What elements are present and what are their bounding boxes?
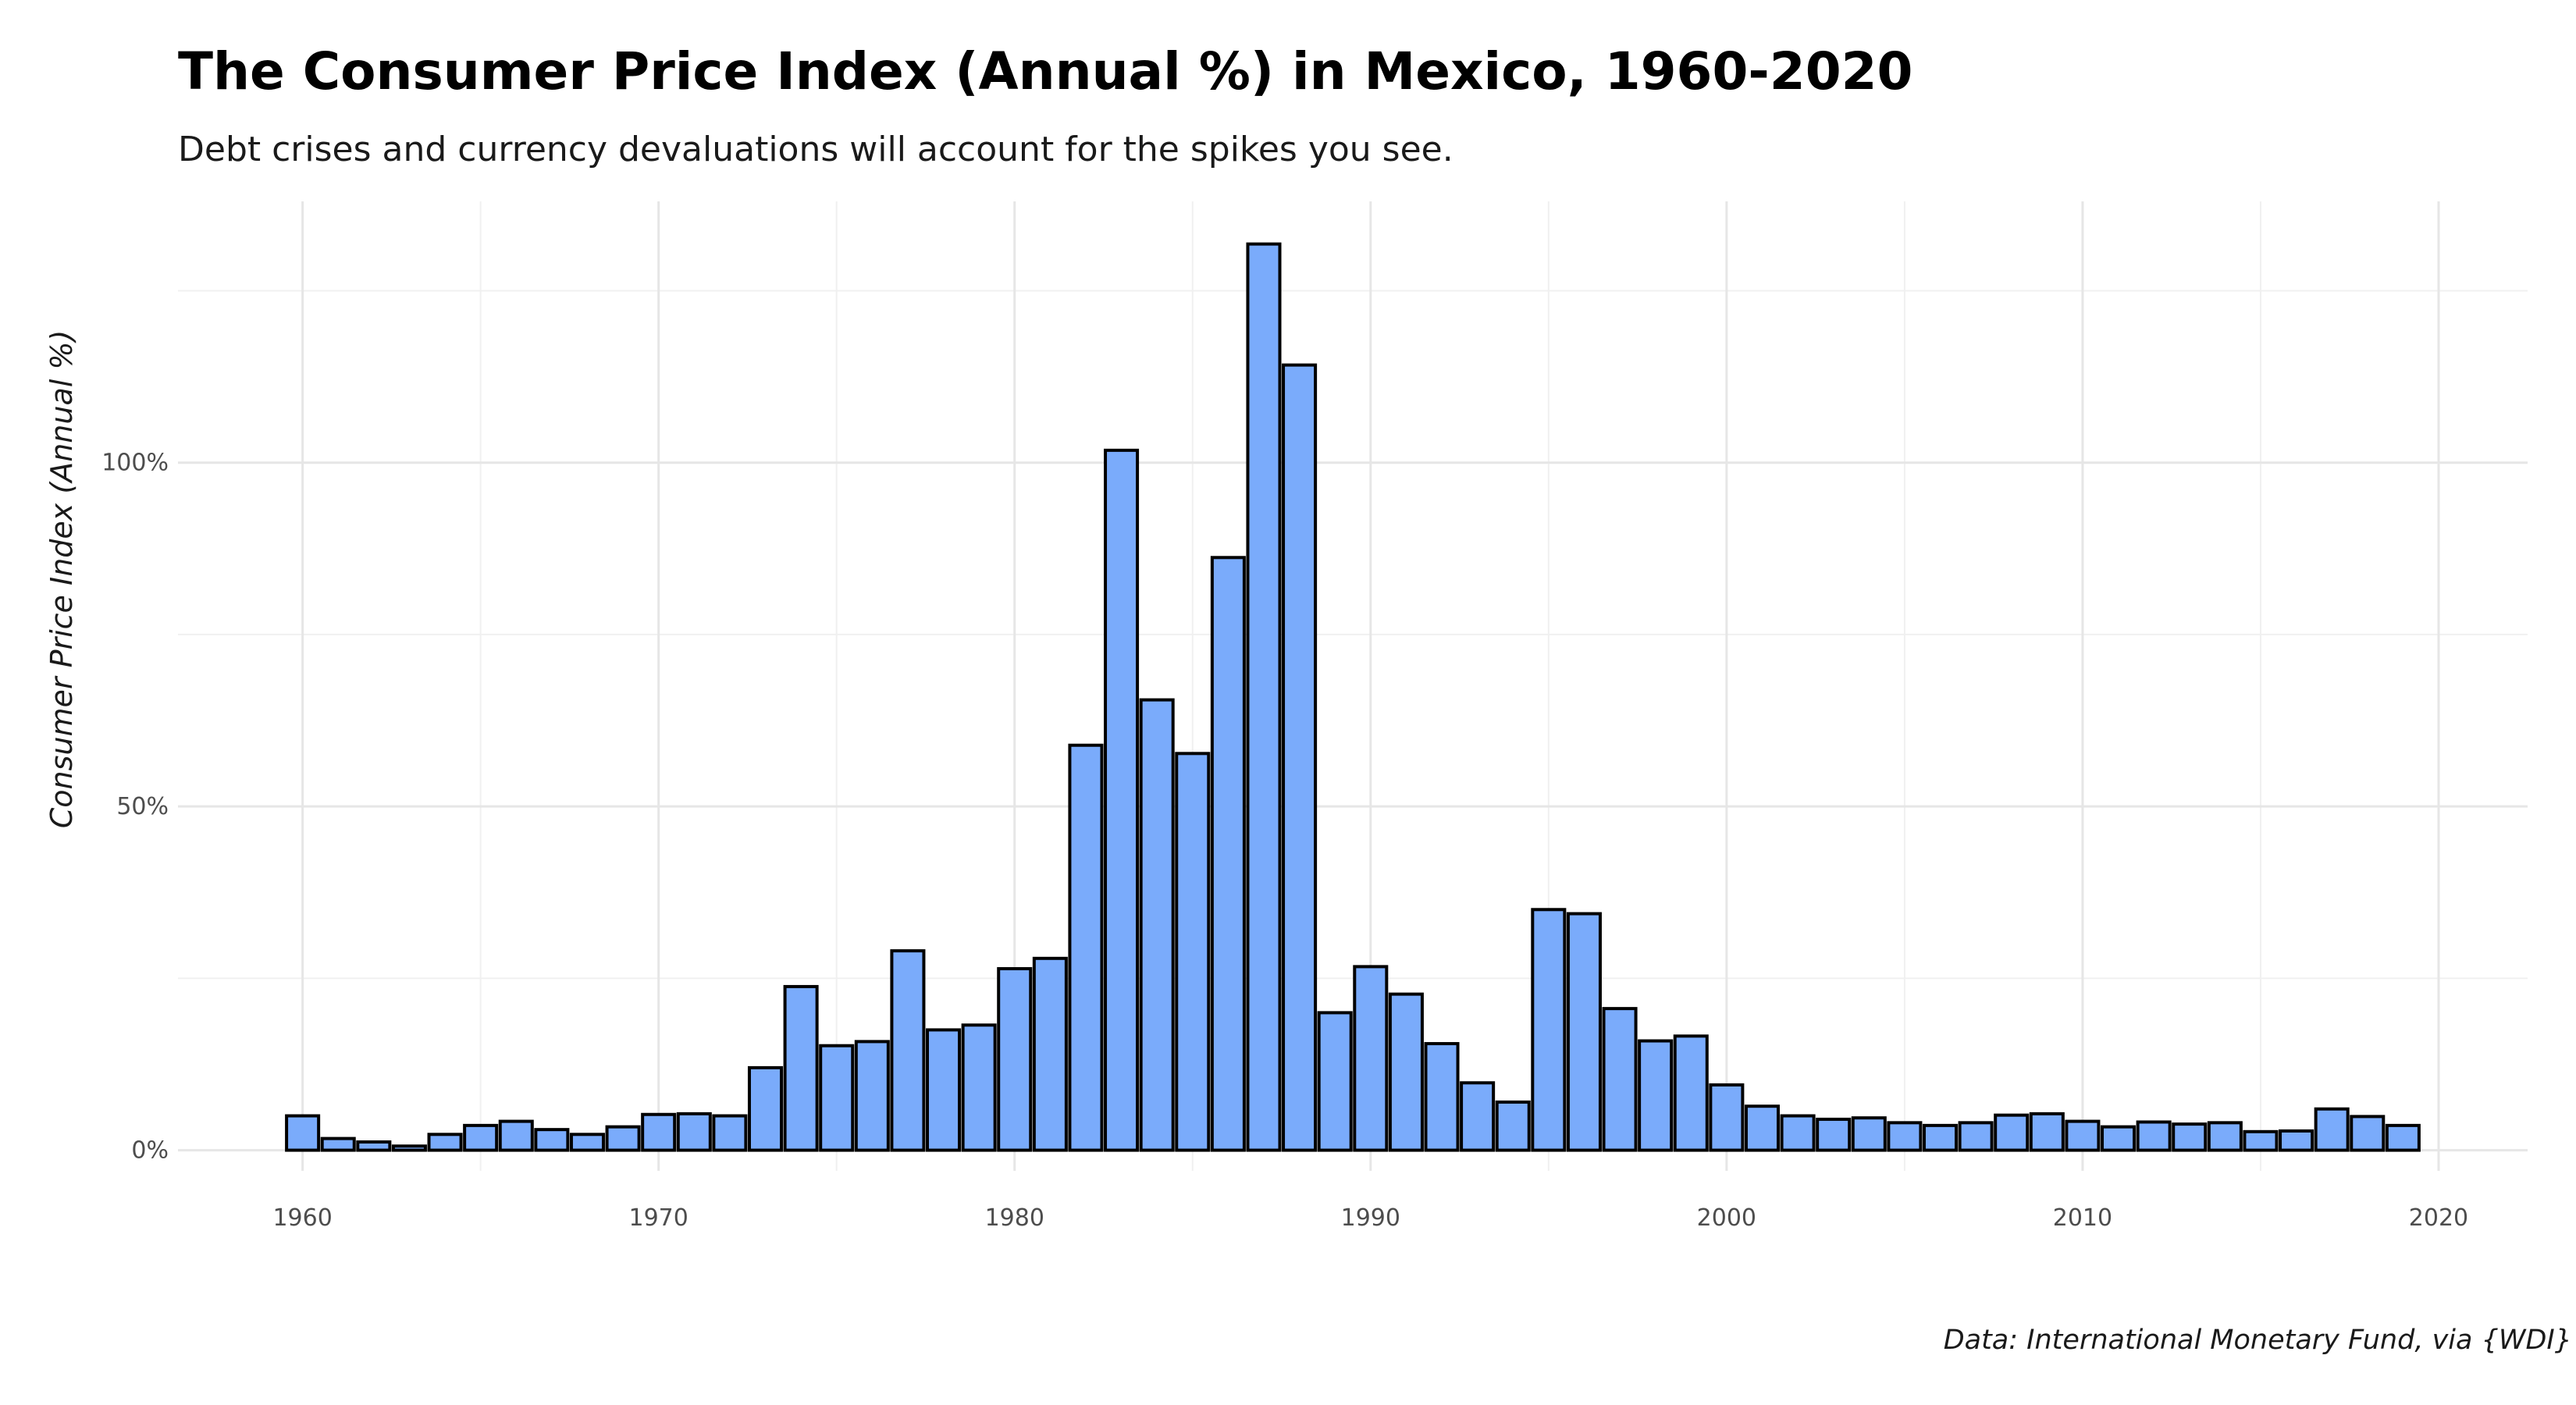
bar-2012 bbox=[2136, 1120, 2172, 1152]
bar-2010 bbox=[2065, 1119, 2101, 1152]
bar-1962 bbox=[356, 1140, 392, 1152]
bar-1993 bbox=[1460, 1081, 1496, 1152]
bar-1972 bbox=[712, 1114, 748, 1152]
bar-1984 bbox=[1139, 698, 1175, 1152]
bar-2002 bbox=[1780, 1114, 1816, 1152]
bar-2016 bbox=[2279, 1129, 2314, 1152]
bar-1994 bbox=[1495, 1100, 1531, 1152]
bar-1998 bbox=[1638, 1039, 1674, 1152]
bar-2014 bbox=[2207, 1121, 2243, 1152]
bar-1969 bbox=[605, 1125, 641, 1152]
bar-2019 bbox=[2385, 1123, 2421, 1152]
bar-1982 bbox=[1068, 743, 1104, 1152]
bars bbox=[285, 242, 2421, 1152]
bar-2015 bbox=[2243, 1129, 2279, 1152]
x-tick-label: 1970 bbox=[629, 1204, 688, 1232]
bar-2017 bbox=[2314, 1107, 2350, 1152]
bar-1988 bbox=[1282, 363, 1318, 1152]
bar-2006 bbox=[1922, 1123, 1959, 1152]
bar-1973 bbox=[747, 1065, 784, 1152]
bar-2007 bbox=[1958, 1121, 1994, 1152]
bar-1960 bbox=[285, 1114, 321, 1152]
bar-2001 bbox=[1744, 1104, 1780, 1152]
x-tick-label: 1960 bbox=[272, 1204, 332, 1232]
bar-1963 bbox=[391, 1144, 427, 1152]
bar-1992 bbox=[1424, 1042, 1460, 1152]
bar-1979 bbox=[961, 1023, 997, 1152]
bar-2003 bbox=[1816, 1117, 1852, 1152]
bar-1974 bbox=[783, 984, 819, 1152]
x-tick-label: 1980 bbox=[985, 1204, 1044, 1232]
x-axis: 1960 1970 1980 1990 2000 2010 2020 bbox=[272, 1204, 2468, 1232]
y-axis-label: Consumer Price Index (Annual %) bbox=[44, 330, 79, 829]
x-tick-label: 1990 bbox=[1341, 1204, 1400, 1232]
bar-1976 bbox=[854, 1040, 890, 1152]
bar-2000 bbox=[1709, 1083, 1745, 1152]
bar-1985 bbox=[1175, 752, 1211, 1152]
bar-1997 bbox=[1602, 1007, 1638, 1152]
bar-1995 bbox=[1531, 908, 1567, 1152]
bar-1966 bbox=[498, 1119, 534, 1152]
bar-2009 bbox=[2029, 1112, 2065, 1152]
y-tick-label: 100% bbox=[101, 450, 169, 477]
x-tick-label: 2020 bbox=[2409, 1204, 2468, 1232]
bar-1991 bbox=[1388, 992, 1424, 1152]
bar-1977 bbox=[890, 949, 926, 1152]
bar-1996 bbox=[1566, 912, 1602, 1152]
x-tick-label: 2000 bbox=[1697, 1204, 1756, 1232]
bar-2011 bbox=[2101, 1125, 2137, 1152]
chart-subtitle: Debt crises and currency devaluations wi… bbox=[178, 130, 1453, 169]
y-tick-label: 0% bbox=[131, 1137, 169, 1165]
bar-1961 bbox=[320, 1136, 356, 1152]
bar-1989 bbox=[1317, 1011, 1353, 1152]
bar-1975 bbox=[819, 1044, 855, 1152]
bar-1980 bbox=[997, 967, 1033, 1152]
bar-1990 bbox=[1353, 965, 1389, 1152]
bar-1999 bbox=[1673, 1034, 1709, 1152]
bar-1971 bbox=[676, 1112, 712, 1152]
bar-1987 bbox=[1246, 242, 1282, 1152]
bar-2005 bbox=[1887, 1121, 1923, 1152]
y-tick-label: 50% bbox=[116, 793, 169, 820]
chart-caption: Data: International Monetary Fund, via {… bbox=[1944, 1325, 2572, 1356]
bar-1970 bbox=[641, 1112, 677, 1152]
chart-title: The Consumer Price Index (Annual %) in M… bbox=[178, 41, 1912, 101]
bar-2004 bbox=[1851, 1116, 1887, 1152]
bar-2008 bbox=[1994, 1113, 2030, 1152]
y-axis: 0% 50% 100% bbox=[101, 450, 169, 1165]
bar-1967 bbox=[534, 1128, 570, 1152]
x-tick-label: 2010 bbox=[2053, 1204, 2112, 1232]
bar-2013 bbox=[2172, 1122, 2208, 1152]
bar-2018 bbox=[2350, 1115, 2386, 1152]
bar-1964 bbox=[427, 1133, 463, 1152]
bar-1965 bbox=[463, 1123, 499, 1152]
bar-1983 bbox=[1104, 448, 1140, 1152]
gridlines bbox=[178, 201, 2528, 1171]
bar-1968 bbox=[569, 1133, 605, 1152]
bar-1978 bbox=[926, 1028, 962, 1152]
bar-1981 bbox=[1032, 956, 1068, 1152]
bar-1986 bbox=[1210, 556, 1246, 1152]
